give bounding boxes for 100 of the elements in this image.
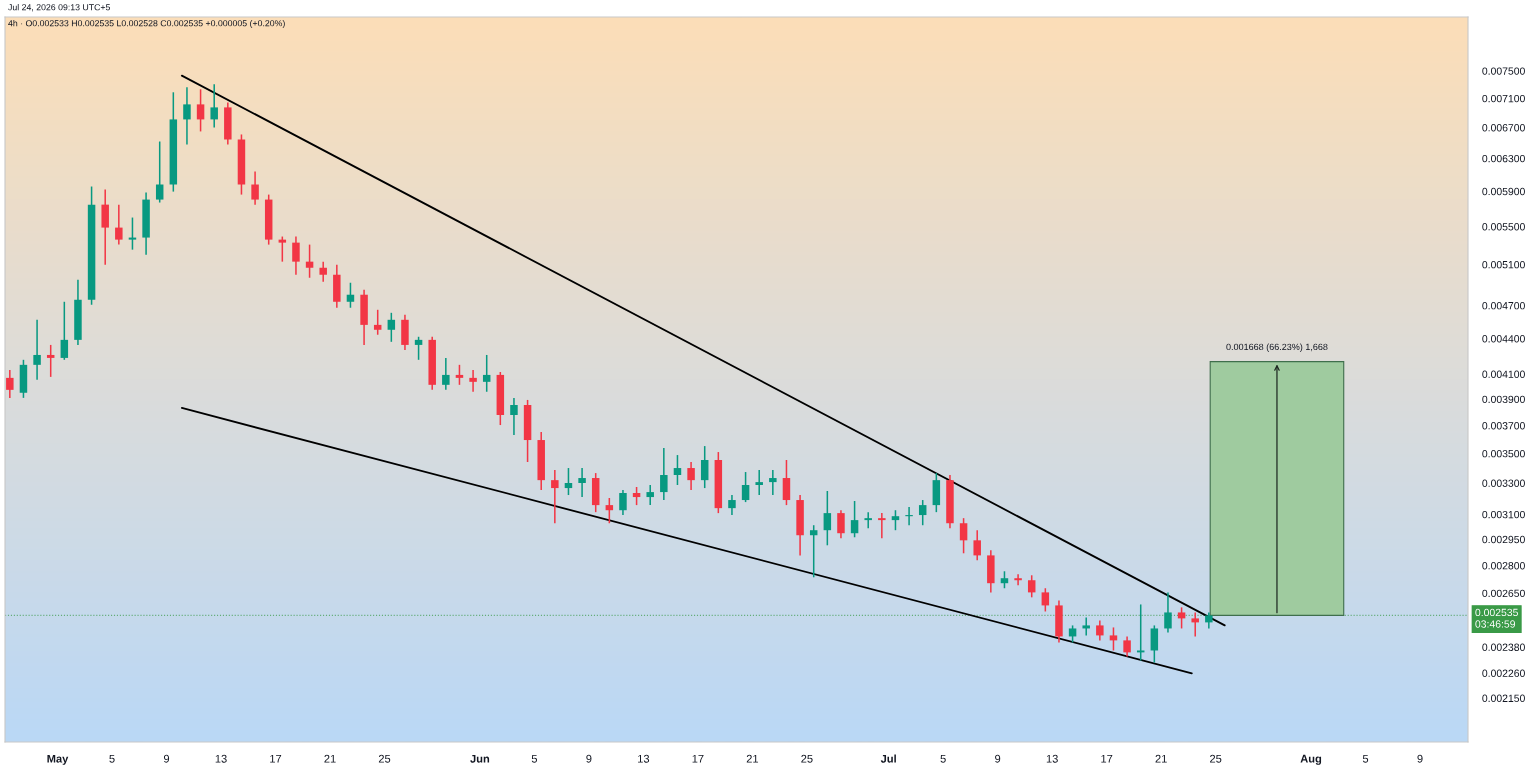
candlestick [183, 86, 191, 146]
candlestick [918, 499, 927, 526]
y-tick-label: 0.003900 [1482, 395, 1525, 404]
candlestick [728, 494, 736, 516]
x-tick-label: 21 [324, 754, 336, 763]
x-tick-label: 5 [1362, 754, 1369, 763]
y-tick-label: 0.005500 [1482, 223, 1525, 231]
candlestick [469, 369, 477, 393]
text: Jul 24, 2026 09:13 UTC+5 [8, 3, 111, 12]
candlestick [1191, 611, 1199, 638]
candlestick [700, 445, 709, 489]
candlestick [782, 459, 791, 506]
x-tick-label: 13 [215, 754, 227, 763]
candlestick [1109, 626, 1118, 652]
candlestick [155, 140, 164, 204]
candlestick [455, 364, 464, 386]
candlestick [387, 312, 396, 343]
y-tick-label: 0.002150 [1482, 694, 1525, 702]
candlestick [1041, 587, 1050, 613]
candlestick [646, 484, 654, 506]
candlestick [619, 489, 627, 516]
candlestick [346, 281, 355, 309]
candlestick [33, 319, 41, 381]
candlestick [864, 511, 872, 529]
y-tick-label: 0.003100 [1482, 510, 1525, 519]
x-tick-label: Jul [880, 754, 896, 763]
annotation: 4h · O0.002533 H0.002535 L0.002528 C0.002535 +0.000005 (+0.20%) [8, 19, 285, 29]
y-tick-label: 0.007500 [1482, 67, 1525, 75]
x-tick-label: 17 [270, 754, 282, 763]
candlestick [46, 344, 55, 378]
x-tick-label: Aug [1300, 754, 1322, 765]
candlestick [959, 517, 968, 555]
candlestick [510, 397, 518, 436]
candlestick [605, 497, 614, 524]
y-tick-label: 0.005900 [1482, 187, 1525, 196]
candlestick [769, 469, 777, 496]
x-tick-label: 9 [995, 754, 1001, 763]
candlestick [292, 235, 300, 276]
candlestick [101, 188, 109, 266]
candlestick [442, 357, 450, 391]
x-tick-label: 25 [1210, 754, 1222, 763]
candlestick [741, 471, 750, 503]
candlestick [196, 88, 205, 133]
x-tick-label: 13 [1046, 754, 1058, 763]
candlestick [755, 469, 763, 496]
candlestick [210, 83, 218, 129]
candlestick [973, 529, 981, 562]
data-label: 0.001668 (66.23%) 1,668 [1226, 343, 1328, 352]
candlestick [278, 235, 287, 263]
candlestick [1177, 606, 1186, 630]
ref-line-label: 0.002535 03:46:59 [1475, 608, 1518, 628]
candlestick [414, 336, 423, 361]
y-tick-label: 0.002950 [1482, 535, 1525, 544]
candlestick [1096, 619, 1104, 642]
candlestick [6, 369, 14, 399]
candlestick [632, 486, 641, 506]
candlestick [60, 301, 69, 361]
candlestick [564, 467, 573, 496]
y-tick-label: 0.002800 [1482, 562, 1525, 570]
x-tick-label: 21 [746, 754, 759, 763]
candlestick [673, 454, 682, 486]
y-tick-label: 0.006700 [1482, 124, 1525, 132]
x-tick-label: 5 [109, 754, 115, 763]
x-tick-label: May [47, 754, 69, 765]
y-tick-label: 0.002650 [1482, 589, 1525, 598]
x-tick-label: 9 [1417, 754, 1423, 763]
candlestick [823, 490, 832, 547]
candlestick [305, 243, 314, 279]
candlestick [1014, 573, 1022, 587]
y-tick-label: 0.007100 [1482, 94, 1525, 103]
y-tick-label: 0.002380 [1482, 643, 1525, 651]
candlestick [1082, 616, 1090, 637]
candlestick [878, 512, 886, 540]
x-tick-label: Jun [470, 754, 490, 763]
candlestick [115, 203, 123, 246]
y-tick-label: 0.004100 [1482, 370, 1525, 378]
x-tick-label: 17 [692, 754, 704, 763]
candlestick [578, 467, 586, 498]
x-tick-label: 13 [638, 754, 650, 763]
y-tick-label: 0.003500 [1482, 449, 1525, 458]
candlestick [660, 447, 668, 501]
x-tick-label: 21 [1155, 754, 1167, 763]
candlestick [1123, 635, 1131, 658]
y-tick-label: 0.002260 [1482, 669, 1525, 677]
x-tick-label: 9 [163, 754, 170, 763]
candlestick [1150, 624, 1159, 664]
candlestick [551, 469, 559, 524]
y-tick-label: 0.005100 [1482, 261, 1525, 269]
x-tick-label: 25 [801, 754, 813, 763]
y-tick-label: 0.003700 [1482, 422, 1525, 430]
candlestick [128, 216, 137, 251]
y-tick-label: 0.006300 [1482, 154, 1525, 163]
candlestick [373, 309, 382, 336]
candlestick [482, 354, 491, 393]
candlestick [687, 461, 695, 491]
candlestick [837, 509, 845, 540]
candlestick [319, 260, 327, 283]
candlestick [1164, 591, 1172, 634]
y-tick-label: 0.004700 [1482, 302, 1525, 310]
candlestick [251, 170, 259, 206]
